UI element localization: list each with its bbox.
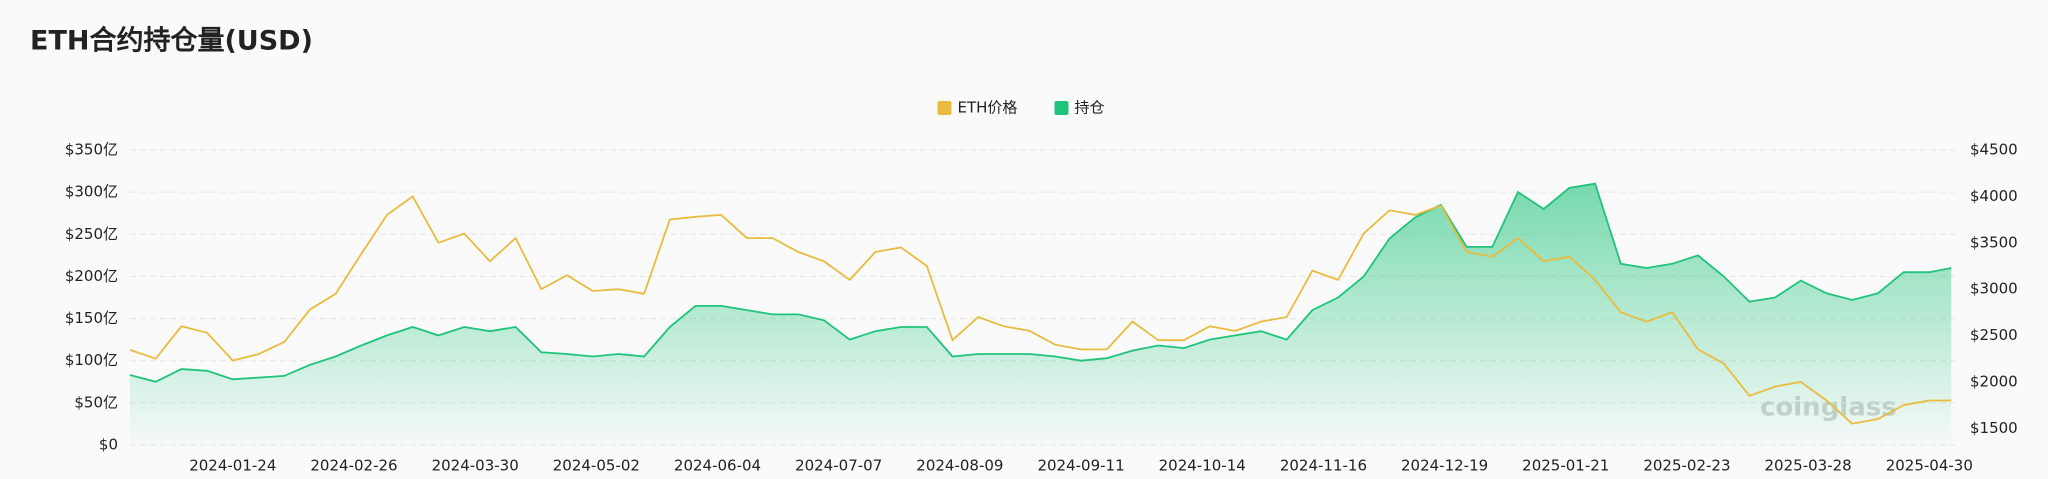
- x-tick-label: 2024-01-24: [189, 457, 276, 475]
- legend-swatch: [937, 101, 952, 115]
- legend-label: 持仓: [1075, 99, 1105, 117]
- y2-tick-label: $2000: [1970, 372, 2018, 390]
- y2-tick-label: $3500: [1970, 233, 2018, 251]
- legend-swatch: [1054, 101, 1069, 115]
- x-tick-label: 2024-03-30: [432, 457, 519, 475]
- x-tick-label: 2024-10-14: [1159, 457, 1246, 475]
- y-tick-label: $200亿: [65, 267, 118, 285]
- series-line: [129, 182, 1952, 383]
- y-tick-label: $250亿: [65, 225, 118, 243]
- y2-tick-label: $4000: [1970, 187, 2018, 205]
- y2-tick-label: $1500: [1970, 419, 2018, 437]
- y2-tick-label: $4500: [1970, 141, 2018, 159]
- y2-tick-label: $3000: [1970, 280, 2018, 298]
- y2-tick-label: $2500: [1970, 326, 2018, 344]
- legend: ETH价格 持仓: [937, 99, 1105, 117]
- y-tick-label: $350亿: [65, 141, 118, 159]
- y-tick-label: $150亿: [65, 309, 118, 327]
- x-tick-label: 2024-05-02: [553, 457, 640, 475]
- series-line: [129, 195, 1952, 425]
- area: [130, 183, 1952, 445]
- x-tick-label: 2025-03-28: [1765, 457, 1852, 475]
- x-tick-label: 2025-01-21: [1522, 457, 1609, 475]
- x-tick-label: 2025-02-23: [1643, 457, 1730, 475]
- x-tick-label: 2024-12-19: [1401, 457, 1488, 475]
- y-tick-label: $50亿: [74, 393, 118, 411]
- x-tick-label: 2024-08-09: [916, 457, 1003, 475]
- chart-title: ETH合约持仓量(USD): [30, 25, 313, 57]
- x-tick-label: 2024-11-16: [1280, 457, 1367, 475]
- x-tick-label: 2024-07-07: [795, 457, 882, 475]
- x-tick-label: 2024-09-11: [1037, 457, 1124, 475]
- x-tick-label: 2025-04-30: [1886, 457, 1973, 475]
- x-tick-label: 2024-02-26: [310, 457, 397, 475]
- x-tick-label: 2024-06-04: [674, 457, 761, 475]
- y-tick-label: $300亿: [65, 183, 118, 201]
- y-tick-label: $0: [99, 436, 118, 454]
- y-tick-label: $100亿: [65, 351, 118, 369]
- legend-label: ETH价格: [958, 99, 1018, 117]
